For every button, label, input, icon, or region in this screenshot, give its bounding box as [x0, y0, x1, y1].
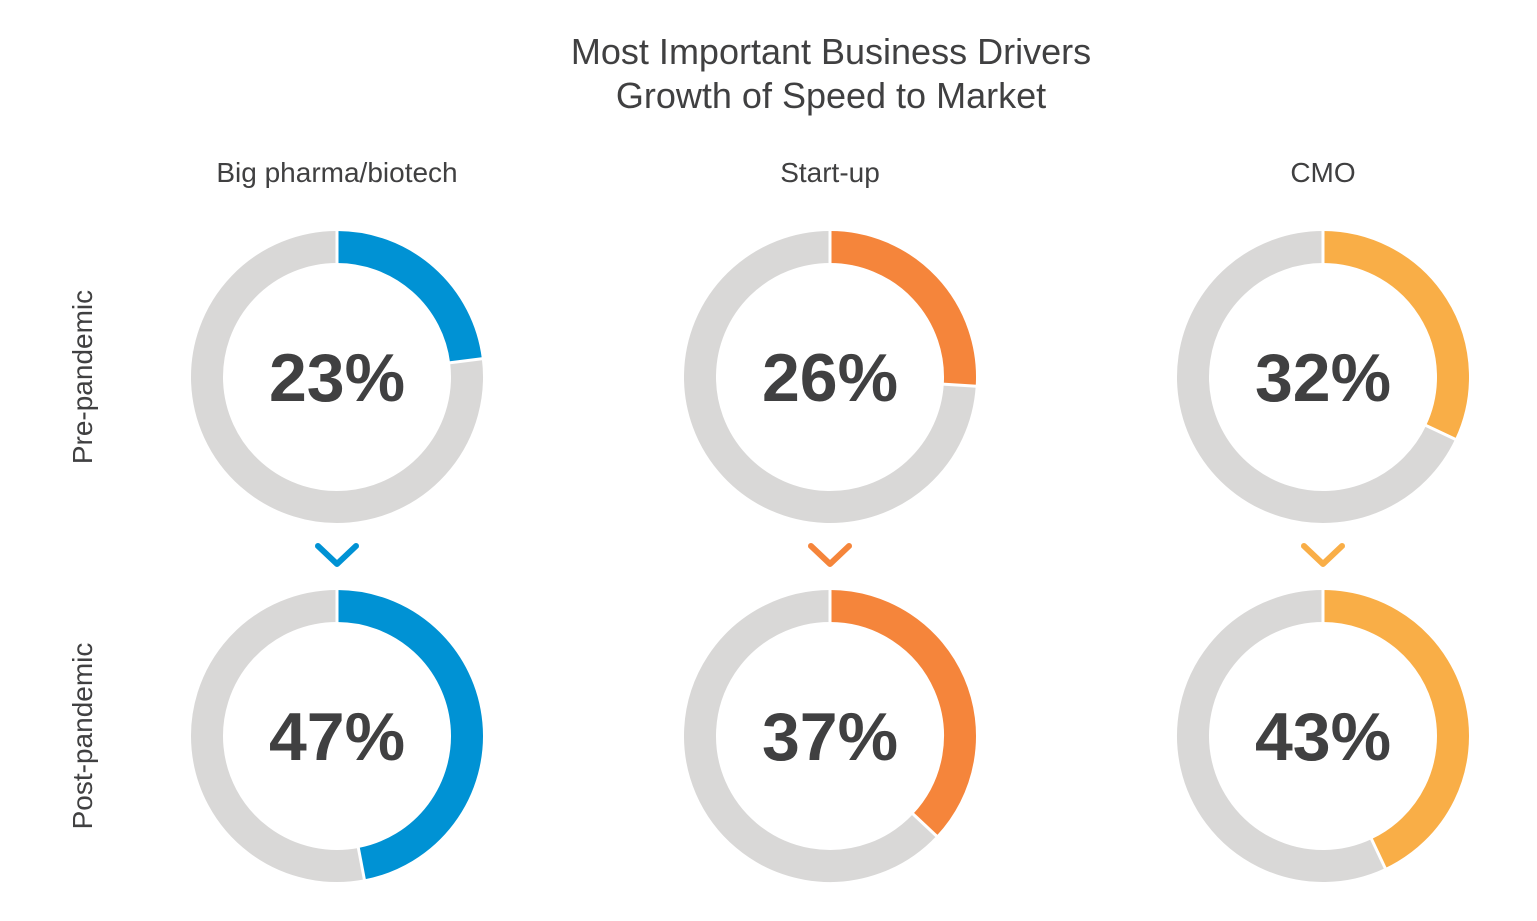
donut-track — [191, 231, 483, 523]
title-line-2: Growth of Speed to Market — [615, 75, 1047, 116]
title-line-1: Most Important Business Drivers — [570, 31, 1092, 72]
slice-separator — [1369, 837, 1387, 870]
column-label: Big pharma/biotech — [216, 157, 457, 188]
slice-separator — [942, 382, 977, 388]
donut-track — [1177, 231, 1456, 523]
data-label: 32% — [1255, 340, 1391, 416]
slice-separator — [448, 357, 484, 365]
data-label: 43% — [1255, 699, 1391, 775]
chevron-down-icon — [1301, 543, 1345, 567]
slice-separator — [911, 812, 939, 838]
donut-track — [191, 590, 365, 882]
column-label: CMO — [1290, 157, 1355, 188]
donut-slice — [1322, 590, 1469, 869]
donut-track — [684, 231, 976, 523]
slice-separator — [356, 846, 367, 881]
row-label: Post-pandemic — [67, 643, 98, 830]
chevron-down-icon — [808, 543, 852, 567]
data-label: 37% — [762, 699, 898, 775]
data-label: 26% — [762, 340, 898, 416]
donut-slice — [336, 231, 482, 364]
donut-slice — [829, 590, 976, 836]
donut-slice — [336, 590, 483, 880]
donut-track — [684, 590, 937, 882]
data-label: 47% — [269, 699, 405, 775]
donut-track — [1177, 590, 1386, 882]
slice-separator — [1424, 423, 1457, 441]
column-label: Start-up — [780, 157, 880, 188]
chevron-down-icon — [315, 543, 359, 567]
donut-slice — [1322, 231, 1469, 440]
chart-title: Most Important Business Drivers Growth o… — [0, 30, 1537, 118]
data-label: 23% — [269, 340, 405, 416]
donut-slice — [829, 231, 976, 387]
row-label: Pre-pandemic — [67, 290, 98, 464]
